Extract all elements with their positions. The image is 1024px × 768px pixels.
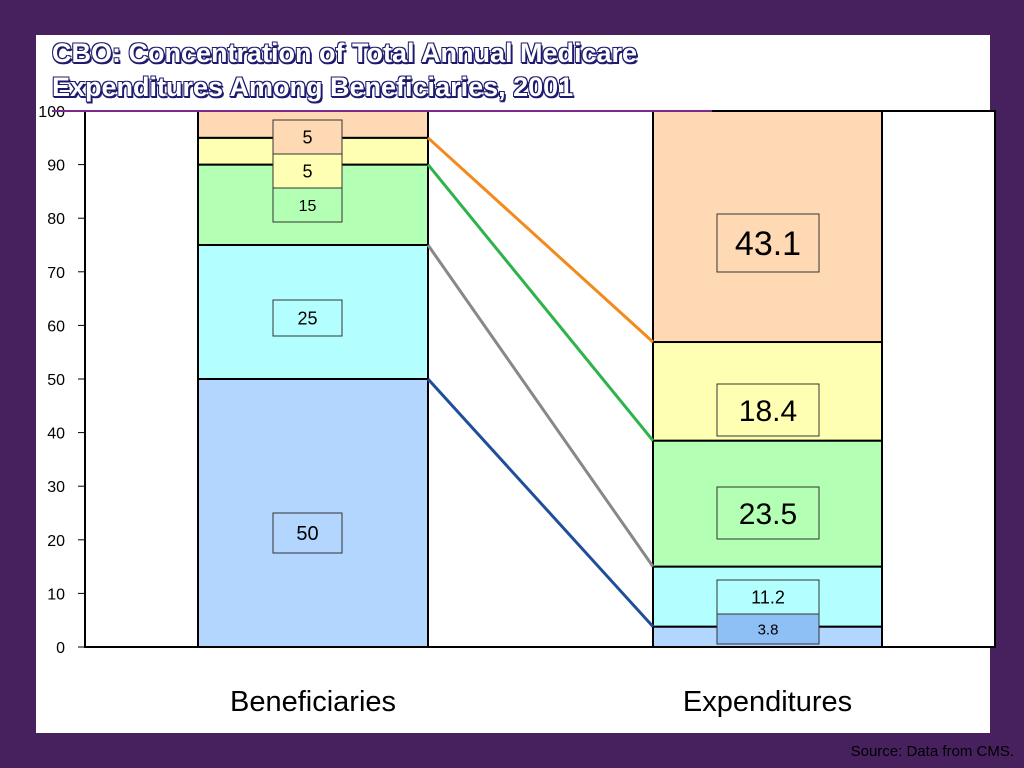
y-tick-label: 20 bbox=[47, 533, 65, 550]
data-label: 50 bbox=[296, 523, 318, 545]
y-tick-label: 40 bbox=[47, 426, 65, 443]
y-tick-label: 0 bbox=[56, 640, 65, 657]
connector-line bbox=[426, 163, 655, 442]
data-label-box bbox=[272, 512, 343, 554]
data-label: 11.2 bbox=[751, 587, 785, 607]
data-label: 25 bbox=[297, 308, 317, 328]
data-label-box bbox=[272, 153, 343, 189]
data-label: 23.5 bbox=[739, 498, 797, 531]
source-note: Source: Data from CMS. bbox=[850, 743, 1014, 760]
data-label-box bbox=[272, 119, 343, 155]
category-label: Beneficiaries bbox=[230, 686, 396, 718]
y-tick-label: 80 bbox=[47, 211, 65, 228]
chart-title: CBO: Concentration of Total Annual Medic… bbox=[52, 38, 638, 102]
category-label: Expenditures bbox=[683, 686, 852, 718]
y-tick-label: 60 bbox=[47, 318, 65, 335]
y-tick-label: 70 bbox=[47, 265, 65, 282]
data-label: 3.8 bbox=[758, 621, 779, 638]
data-label-box bbox=[716, 383, 820, 437]
data-label-box bbox=[716, 486, 820, 540]
bar-segment bbox=[652, 439, 883, 568]
connector-line bbox=[426, 136, 655, 344]
title-underline bbox=[52, 110, 712, 112]
data-label: 5 bbox=[302, 127, 312, 147]
data-label-box bbox=[716, 213, 820, 273]
data-label: 5 bbox=[302, 161, 312, 181]
data-label-box bbox=[716, 613, 820, 645]
connector-line bbox=[426, 377, 655, 628]
y-tick-label: 10 bbox=[47, 586, 65, 603]
data-label: 15 bbox=[299, 198, 317, 215]
data-label-box bbox=[272, 299, 343, 337]
y-tick-label: 100 bbox=[38, 104, 65, 121]
y-tick-label: 30 bbox=[47, 479, 65, 496]
y-tick-label: 50 bbox=[47, 372, 65, 389]
connector-line bbox=[426, 244, 655, 568]
data-label: 43.1 bbox=[735, 225, 801, 263]
data-label: 18.4 bbox=[739, 395, 797, 428]
data-label-box bbox=[272, 187, 343, 223]
y-tick-label: 90 bbox=[47, 158, 65, 175]
